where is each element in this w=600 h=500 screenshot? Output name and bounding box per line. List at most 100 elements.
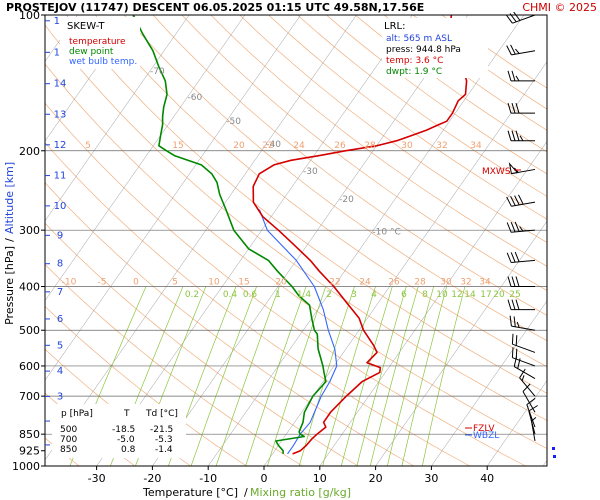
dry-adiabat-label: 15 (238, 278, 249, 288)
dry-adiabat-label: 20 (275, 278, 287, 288)
isotherm-line (486, 380, 547, 466)
dry-adiabat-label: 24 (293, 141, 305, 151)
lrl-heading: LRL: (384, 21, 405, 32)
mixing-ratio-label: 0.4 (223, 290, 238, 300)
table-cell: 700 (60, 435, 77, 445)
wind-barb (526, 397, 536, 428)
mixing-ratio-label: 17 (480, 290, 491, 300)
lrl-alt: alt: 565 m ASL (386, 34, 452, 44)
wind-barb-feather (526, 397, 536, 406)
table-cell: 500 (60, 425, 77, 435)
wind-barb-feather (513, 356, 518, 367)
legend-name: SKEW-T (67, 21, 105, 32)
altitude-tick-label: 6 (57, 314, 63, 325)
surface-marker (552, 447, 555, 450)
wind-barb (507, 102, 536, 114)
wind-barb-feather (507, 130, 512, 141)
mixing-ratio-label: 20 (493, 290, 505, 300)
dry-adiabat-label: 20 (233, 141, 245, 151)
dry-adiabat-line (239, 15, 547, 243)
table-cell: 850 (60, 445, 77, 455)
wind-barb-feather (515, 48, 520, 54)
altitude-tick-label: 3 (57, 391, 63, 402)
dry-adiabat-label: 10 (208, 278, 220, 288)
wind-barb-feather (510, 44, 516, 55)
mixing-ratio-label: 1.4 (297, 290, 312, 300)
wind-barb-feather (515, 335, 518, 346)
mxws-marker: MXWS (482, 167, 521, 177)
temperature-series-line (252, 15, 468, 455)
wind-barb-feather (515, 102, 520, 114)
table-cell: -5.3 (155, 435, 173, 445)
isotherm-label: -50 (226, 117, 241, 127)
dry-adiabat-line (45, 24, 547, 421)
surface-marker (553, 455, 556, 458)
wind-barb-feather (519, 135, 524, 141)
table-header-t: T (123, 409, 130, 419)
wind-barb-feather (510, 196, 516, 206)
wind-barb-feather (515, 75, 520, 82)
wind-barb-feather (510, 252, 516, 263)
dry-adiabat-label: 5 (85, 141, 91, 151)
x-axis-separator: / (244, 486, 248, 499)
mixing-ratio-label: 8 (422, 290, 428, 300)
wind-barb-feather (507, 70, 512, 82)
freezing-level-marker: FZLV (465, 424, 495, 434)
wind-barb (506, 194, 536, 207)
dry-adiabat-label: 30 (440, 278, 452, 288)
wind-barb-feather (521, 375, 525, 381)
y-tick-label: 300 (19, 224, 40, 237)
wind-barb-feather (513, 11, 521, 21)
dry-adiabat-label: 28 (414, 278, 426, 288)
wind-barb-feather (531, 417, 537, 422)
isotherm-label: -40 (266, 140, 281, 150)
isotherm-line (207, 15, 525, 466)
dry-adiabat-label: 34 (479, 278, 491, 288)
wind-barb-feather (507, 299, 512, 310)
mixing-ratio-label: 14 (464, 290, 476, 300)
wind-barb-feather (511, 102, 516, 114)
dry-adiabat-line (123, 15, 547, 342)
isotherm-label: -30 (303, 167, 318, 177)
legend-box: SKEW-T temperature dew point wet bulb te… (60, 17, 140, 69)
mixing-ratio-label: 6 (401, 290, 407, 300)
wind-barb-feather (507, 102, 512, 114)
wet-bulb-zero-marker: WBZL (465, 431, 499, 441)
y-axis-label-altitude: Altitude [km] (3, 162, 16, 234)
legend-item-temperature: temperature (69, 37, 126, 47)
table-cell: -5.0 (117, 435, 135, 445)
x-tick-label: 40 (480, 472, 494, 485)
isotherm-label: -10 °C (372, 228, 400, 238)
mixing-ratio-label: 4 (371, 290, 377, 300)
y-axis-title-group: Pressure [hPa] / Altitude [km] (3, 162, 16, 325)
x-tick-label: 20 (369, 472, 383, 485)
mixing-ratio-label: 25 (509, 290, 520, 300)
wet-bulb-series-line (258, 209, 338, 455)
dry-adiabat-label: 15 (172, 141, 183, 151)
dry-adiabat-line (152, 15, 547, 316)
y-axis-label: Pressure [hPa] (3, 246, 16, 325)
wind-barb (506, 251, 536, 263)
dry-adiabat-label: 26 (334, 141, 346, 151)
wind-barb-feather (519, 226, 524, 232)
y-tick-label: 850 (19, 428, 40, 441)
chart-title: PROSTEJOV (11747) DESCENT 06.05.2025 01:… (6, 1, 424, 14)
x-tick-label: 30 (424, 472, 438, 485)
dry-adiabat-label: 34 (470, 141, 482, 151)
wind-barb-feather (517, 358, 521, 369)
wind-barb-feather (506, 196, 512, 207)
wind-barb (506, 44, 536, 56)
isotherm-label: -60 (188, 93, 203, 103)
x-axis-label: Temperature [°C] (142, 486, 238, 499)
level-table: p [hPa] T Td [°C] 500 -18.5 -21.5 700 -5… (52, 404, 186, 458)
x-tick-label: -30 (88, 472, 106, 485)
dry-adiabat-label: 24 (359, 278, 371, 288)
x-tick-label: -20 (143, 472, 161, 485)
dry-adiabat-line (66, 15, 547, 394)
y-tick-label: 700 (19, 390, 40, 403)
wind-barb (530, 417, 537, 442)
isotherm-line (96, 15, 413, 466)
wind-barb (507, 299, 536, 311)
isotherm-line (45, 15, 134, 142)
